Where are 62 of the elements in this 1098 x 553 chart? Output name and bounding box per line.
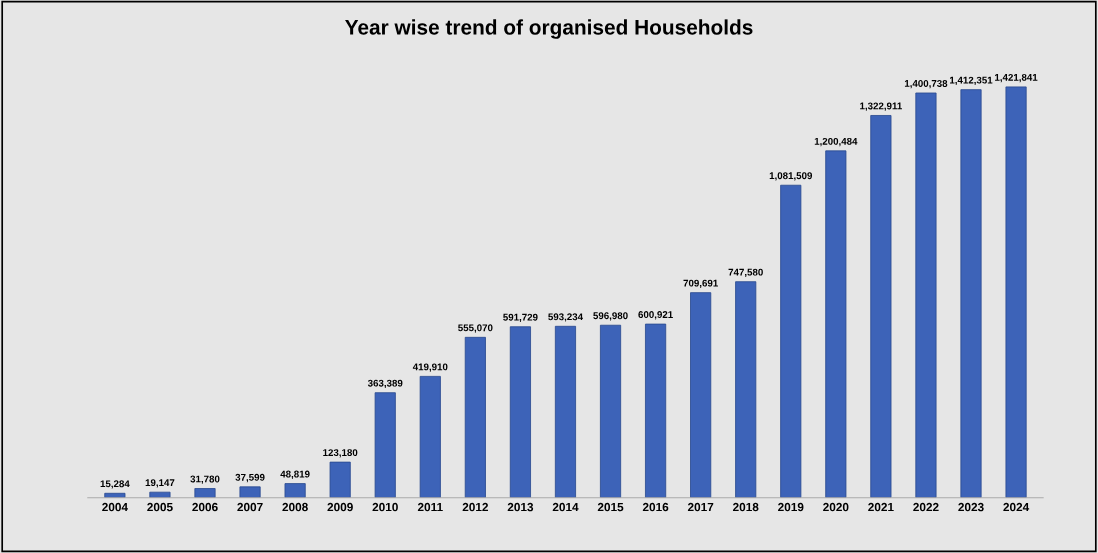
data-label: 593,234 — [548, 313, 583, 322]
x-tick-label: 2019 — [778, 502, 804, 512]
bar — [464, 336, 486, 498]
data-label: 15,284 — [100, 480, 130, 489]
data-label: 555,070 — [458, 324, 493, 333]
x-tick-label: 2013 — [507, 502, 534, 512]
bar — [374, 392, 396, 498]
x-tick-label: 2012 — [462, 502, 489, 512]
data-label: 123,180 — [323, 449, 358, 458]
data-label: 709,691 — [683, 279, 718, 288]
bar — [239, 486, 261, 498]
data-label: 19,147 — [145, 479, 175, 488]
x-tick-label: 2006 — [192, 502, 218, 512]
bar — [825, 150, 847, 498]
data-label: 596,980 — [593, 312, 628, 321]
bar — [194, 488, 216, 498]
data-label: 1,400,738 — [904, 80, 948, 89]
data-label: 1,081,509 — [769, 172, 813, 181]
x-tick-label: 2005 — [147, 502, 173, 512]
bar — [554, 325, 577, 498]
bar — [870, 115, 892, 498]
data-label: 1,421,841 — [995, 73, 1038, 83]
x-tick-label: 2018 — [732, 502, 759, 512]
bar — [329, 461, 351, 498]
data-label: 1,200,484 — [814, 137, 858, 147]
data-label: 37,599 — [235, 473, 265, 483]
data-label: 363,389 — [367, 379, 403, 389]
bar — [735, 281, 757, 498]
x-tick-label: 2020 — [823, 502, 849, 512]
x-tick-label: 2008 — [282, 502, 308, 512]
data-label: 1,322,911 — [860, 102, 902, 111]
x-tick-label: 2021 — [868, 502, 894, 512]
data-label: 419,910 — [412, 363, 448, 372]
x-tick-label: 2007 — [237, 502, 263, 512]
chart-title: Year wise trend of organised Households — [345, 19, 753, 39]
bar — [509, 326, 531, 498]
x-tick-label: 2022 — [913, 502, 939, 512]
bar — [780, 184, 802, 498]
data-label: 600,921 — [638, 311, 673, 320]
x-tick-label: 2014 — [552, 502, 579, 512]
data-label: 591,729 — [503, 313, 538, 323]
x-tick-label: 2017 — [687, 502, 714, 512]
bar — [645, 323, 667, 498]
x-tick-label: 2015 — [597, 502, 624, 512]
bar — [960, 89, 982, 498]
data-label: 747,580 — [728, 268, 763, 278]
x-tick-label: 2011 — [417, 502, 443, 512]
bar — [690, 292, 712, 498]
bar — [284, 483, 306, 498]
data-label: 48,819 — [280, 470, 310, 479]
data-label: 1,412,351 — [949, 76, 993, 85]
bar — [1005, 86, 1027, 498]
bar — [915, 92, 937, 498]
x-tick-label: 2016 — [642, 502, 669, 512]
x-tick-label: 2023 — [958, 502, 984, 512]
x-tick-label: 2010 — [372, 502, 398, 512]
data-label: 31,780 — [190, 475, 220, 484]
x-tick-label: 2004 — [102, 502, 128, 512]
bar — [599, 324, 622, 498]
bar — [419, 375, 441, 498]
x-tick-label: 2009 — [327, 502, 353, 512]
x-tick-label: 2024 — [1003, 502, 1030, 512]
